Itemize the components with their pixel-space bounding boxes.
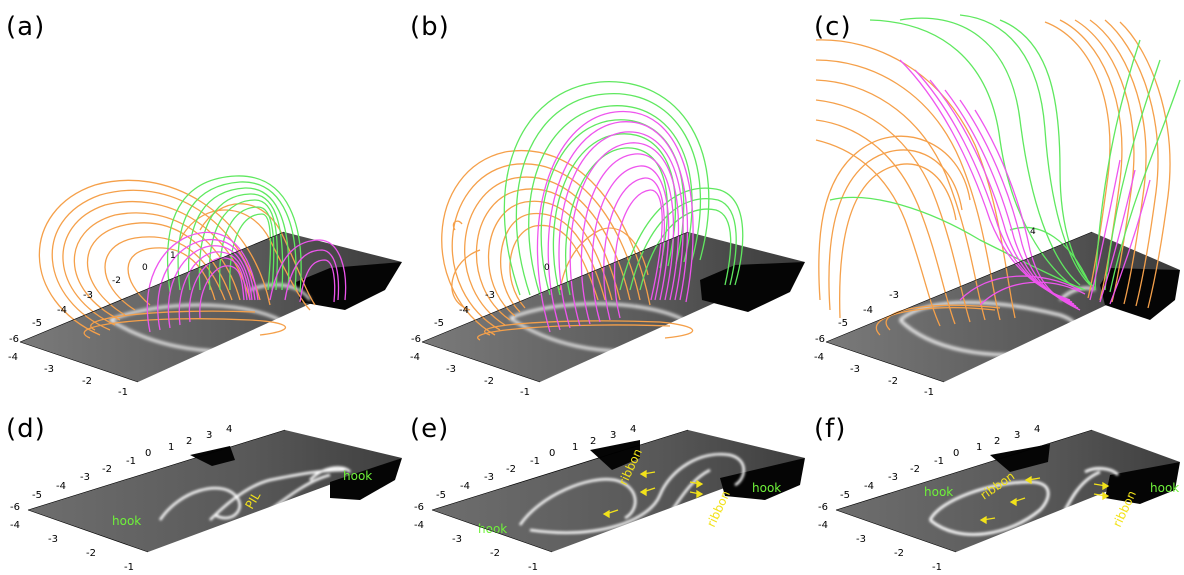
annotation-hook-f-right: hook (1150, 481, 1179, 495)
tick-e-y6: 0 (549, 448, 555, 459)
tick-d-y9: 3 (206, 430, 212, 441)
tick-d-y5: -1 (126, 456, 136, 467)
panel-label-c: (c) (814, 12, 852, 42)
tick-f-y1: -5 (840, 490, 850, 501)
top-row-figure: t = 164 tA -6 -5 -4 -3 -2 0 1 -4 -3 -2 -… (0, 0, 1184, 400)
tick-d-y1: -5 (32, 490, 42, 501)
tick-b-y2: -4 (459, 305, 469, 316)
tick-d-y2: -4 (56, 481, 66, 492)
tick-d-x3: -1 (124, 562, 134, 573)
tick-e-y8: 2 (590, 436, 596, 447)
tick-e-y0: -6 (414, 502, 424, 513)
tick-e-x3: -1 (528, 562, 538, 573)
tick-a-y1: -5 (32, 318, 42, 329)
caption-d: eruption onset (238, 541, 326, 555)
tick-d-y7: 1 (168, 442, 174, 453)
tick-f-y9: 3 (1014, 430, 1020, 441)
tick-d-y4: -2 (102, 464, 112, 475)
tick-e-x0: -4 (414, 520, 424, 531)
tick-b-y0: -6 (411, 334, 421, 345)
tick-a-x3: -1 (118, 387, 128, 398)
tick-e-x1: -3 (452, 534, 462, 545)
tick-d-y8: 2 (186, 436, 192, 447)
tick-b-x2: -2 (484, 376, 494, 387)
tick-e-x2: -2 (490, 548, 500, 559)
tick-c-y10: 4 (1030, 227, 1036, 237)
panel-d: hook hook PIL eruption onset -6 -5 -4 -3… (10, 424, 402, 573)
tick-c-y1: -5 (838, 318, 848, 329)
tick-f-y0: -6 (818, 502, 828, 513)
tick-c-y2: -4 (863, 305, 873, 316)
tick-e-y7: 1 (572, 442, 578, 453)
tick-b-x3: -1 (520, 387, 530, 398)
tick-c-x1: -3 (850, 364, 860, 375)
tick-e-y1: -5 (436, 490, 446, 501)
tick-a-x0: -4 (8, 352, 18, 363)
tick-b-y6: 0 (544, 263, 550, 273)
tick-a-y3: -3 (83, 290, 93, 301)
tick-a-y4: -2 (112, 276, 121, 286)
caption-c: t = 244 tA (1042, 364, 1105, 378)
tick-a-y2: -4 (57, 305, 67, 316)
caption-a: t = 164 tA (251, 364, 314, 378)
tick-a-y6: 0 (142, 263, 148, 273)
tick-a-y7: 1 (170, 251, 176, 261)
tick-f-y6: 0 (953, 448, 959, 459)
tick-c-y3: -3 (889, 290, 899, 301)
tick-d-x2: -2 (86, 548, 96, 559)
tick-f-y5: -1 (934, 456, 944, 467)
tick-d-y0: -6 (10, 502, 20, 513)
dark-region-c (1100, 268, 1180, 320)
annotation-hook-d-left: hook (112, 514, 141, 528)
annotation-ribbon-e-2: ribbon (704, 489, 733, 530)
tick-d-y6: 0 (145, 448, 151, 459)
tick-d-y3: -3 (80, 472, 90, 483)
tick-b-y1: -5 (434, 318, 444, 329)
tick-f-y7: 1 (976, 442, 982, 453)
tick-a-x1: -3 (44, 364, 54, 375)
tick-e-y3: -3 (484, 472, 494, 483)
tick-f-x0: -4 (818, 520, 828, 531)
tick-e-y5: -1 (530, 456, 540, 467)
tick-c-x0: -4 (814, 352, 824, 363)
tick-f-y4: -2 (910, 464, 920, 475)
panel-a: t = 164 tA -6 -5 -4 -3 -2 0 1 -4 -3 -2 -… (8, 176, 402, 398)
tick-e-y10: 4 (630, 424, 636, 435)
annotation-hook-e-right: hook (752, 481, 781, 495)
tick-a-y0: -6 (9, 334, 19, 345)
caption-e: flare in progress (628, 541, 725, 555)
tick-f-x3: -1 (932, 562, 942, 573)
tick-f-y3: -3 (888, 472, 898, 483)
tick-f-x1: -3 (856, 534, 866, 545)
annotation-hook-f-left: hook (924, 485, 953, 499)
tick-d-x1: -3 (48, 534, 58, 545)
tick-b-y3: -3 (485, 290, 495, 301)
annotation-hook-d-right: hook (343, 469, 372, 483)
tick-c-x2: -2 (888, 376, 898, 387)
tick-a-x2: -2 (82, 376, 92, 387)
tick-b-x1: -3 (446, 364, 456, 375)
tick-f-y8: 2 (994, 436, 1000, 447)
tick-f-y10: 4 (1034, 424, 1040, 435)
panel-f: hook hook ribbon ribbon flare continues … (818, 424, 1180, 573)
caption-b: t = 204 tA (643, 364, 706, 378)
tick-f-x2: -2 (894, 548, 904, 559)
tick-e-y2: -4 (460, 481, 470, 492)
tick-b-x0: -4 (410, 352, 420, 363)
tick-e-y9: 3 (610, 430, 616, 441)
tick-c-x3: -1 (924, 387, 934, 398)
tick-d-y10: 4 (226, 424, 232, 435)
panel-c: t = 244 tA -6 -5 -4 -3 4 -4 -3 -2 -1 (814, 15, 1180, 398)
bottom-row-figure: hook hook PIL eruption onset -6 -5 -4 -3… (0, 400, 1184, 575)
panel-b: t = 204 tA -6 -5 -4 -3 0 -4 -3 -2 -1 (410, 82, 805, 398)
caption-f: flare continues (1035, 541, 1124, 555)
tick-c-y0: -6 (815, 334, 825, 345)
annotation-hook-e-left: hook (478, 522, 507, 536)
tick-f-y2: -4 (864, 481, 874, 492)
tick-d-x0: -4 (10, 520, 20, 531)
panel-e: hook hook ribbon ribbon flare in progres… (414, 424, 805, 573)
tick-e-y4: -2 (506, 464, 516, 475)
